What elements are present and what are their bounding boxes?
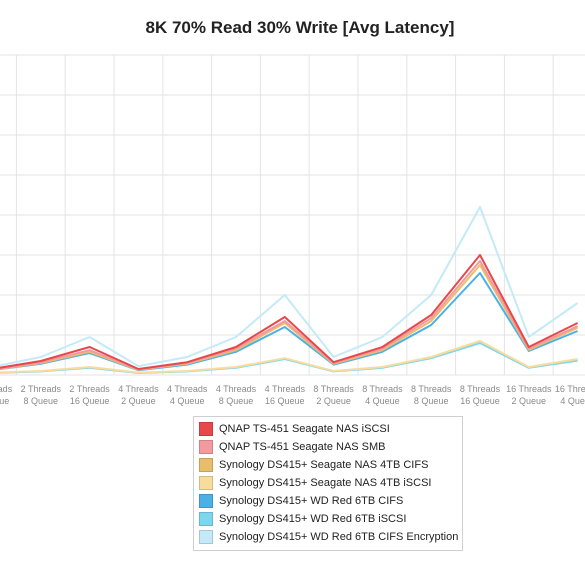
- x-tick-label: 4 Threads 4 Queue: [167, 384, 208, 406]
- legend-item[interactable]: QNAP TS-451 Seagate NAS SMB: [194, 438, 462, 456]
- x-tick-label: 2 Threads 16 Queue: [69, 384, 110, 406]
- legend-swatch: [199, 458, 213, 472]
- legend-item[interactable]: Synology DS415+ WD Red 6TB iSCSI: [194, 510, 462, 528]
- grid: [0, 54, 585, 376]
- x-tick-label: 8 Threads 8 Queue: [411, 384, 452, 406]
- series-line-0: [0, 254, 579, 370]
- legend-item[interactable]: Synology DS415+ Seagate NAS 4TB iSCSI: [194, 474, 462, 492]
- series-line-2: [0, 264, 579, 371]
- legend-swatch: [199, 440, 213, 454]
- legend-label: Synology DS415+ WD Red 6TB iSCSI: [219, 513, 407, 525]
- x-tick-label: 4 Threads 16 Queue: [265, 384, 306, 406]
- series-lines: [0, 206, 579, 374]
- x-tick-label: 8 Threads 16 Queue: [460, 384, 501, 406]
- legend-label: Synology DS415+ WD Red 6TB CIFS: [219, 495, 404, 507]
- legend-swatch: [199, 476, 213, 490]
- legend-swatch: [199, 422, 213, 436]
- legend-swatch: [199, 530, 213, 544]
- legend-label: QNAP TS-451 Seagate NAS iSCSI: [219, 423, 390, 435]
- series-line-6: [0, 206, 579, 368]
- legend-swatch: [199, 512, 213, 526]
- legend-label: Synology DS415+ Seagate NAS 4TB iSCSI: [219, 477, 432, 489]
- x-tick-label: 16 Threads 2 Queue: [506, 384, 552, 406]
- x-tick-label: 2 Threads 8 Queue: [21, 384, 62, 406]
- legend-item[interactable]: Synology DS415+ Seagate NAS 4TB CIFS: [194, 456, 462, 474]
- legend-swatch: [199, 494, 213, 508]
- legend-item[interactable]: Synology DS415+ WD Red 6TB CIFS: [194, 492, 462, 510]
- x-tick-label: 8 Threads 4 Queue: [362, 384, 403, 406]
- series-line-4: [0, 272, 578, 372]
- legend: QNAP TS-451 Seagate NAS iSCSI QNAP TS-451…: [193, 416, 463, 551]
- series-line-1: [0, 260, 579, 371]
- legend-label: QNAP TS-451 Seagate NAS SMB: [219, 441, 386, 453]
- legend-item[interactable]: Synology DS415+ WD Red 6TB CIFS Encrypti…: [194, 528, 462, 546]
- chart-title: 8K 70% Read 30% Write [Avg Latency]: [145, 18, 455, 37]
- x-tick-label: 4 Threads 2 Queue: [118, 384, 159, 406]
- legend-label: Synology DS415+ Seagate NAS 4TB CIFS: [219, 459, 429, 471]
- legend-label: Synology DS415+ WD Red 6TB CIFS Encrypti…: [219, 531, 459, 543]
- legend-item[interactable]: QNAP TS-451 Seagate NAS iSCSI: [194, 420, 462, 438]
- x-tick-label: 4 Threads 8 Queue: [216, 384, 257, 406]
- series-line-3: [0, 340, 578, 374]
- x-tick-label: 8 Threads 2 Queue: [313, 384, 354, 406]
